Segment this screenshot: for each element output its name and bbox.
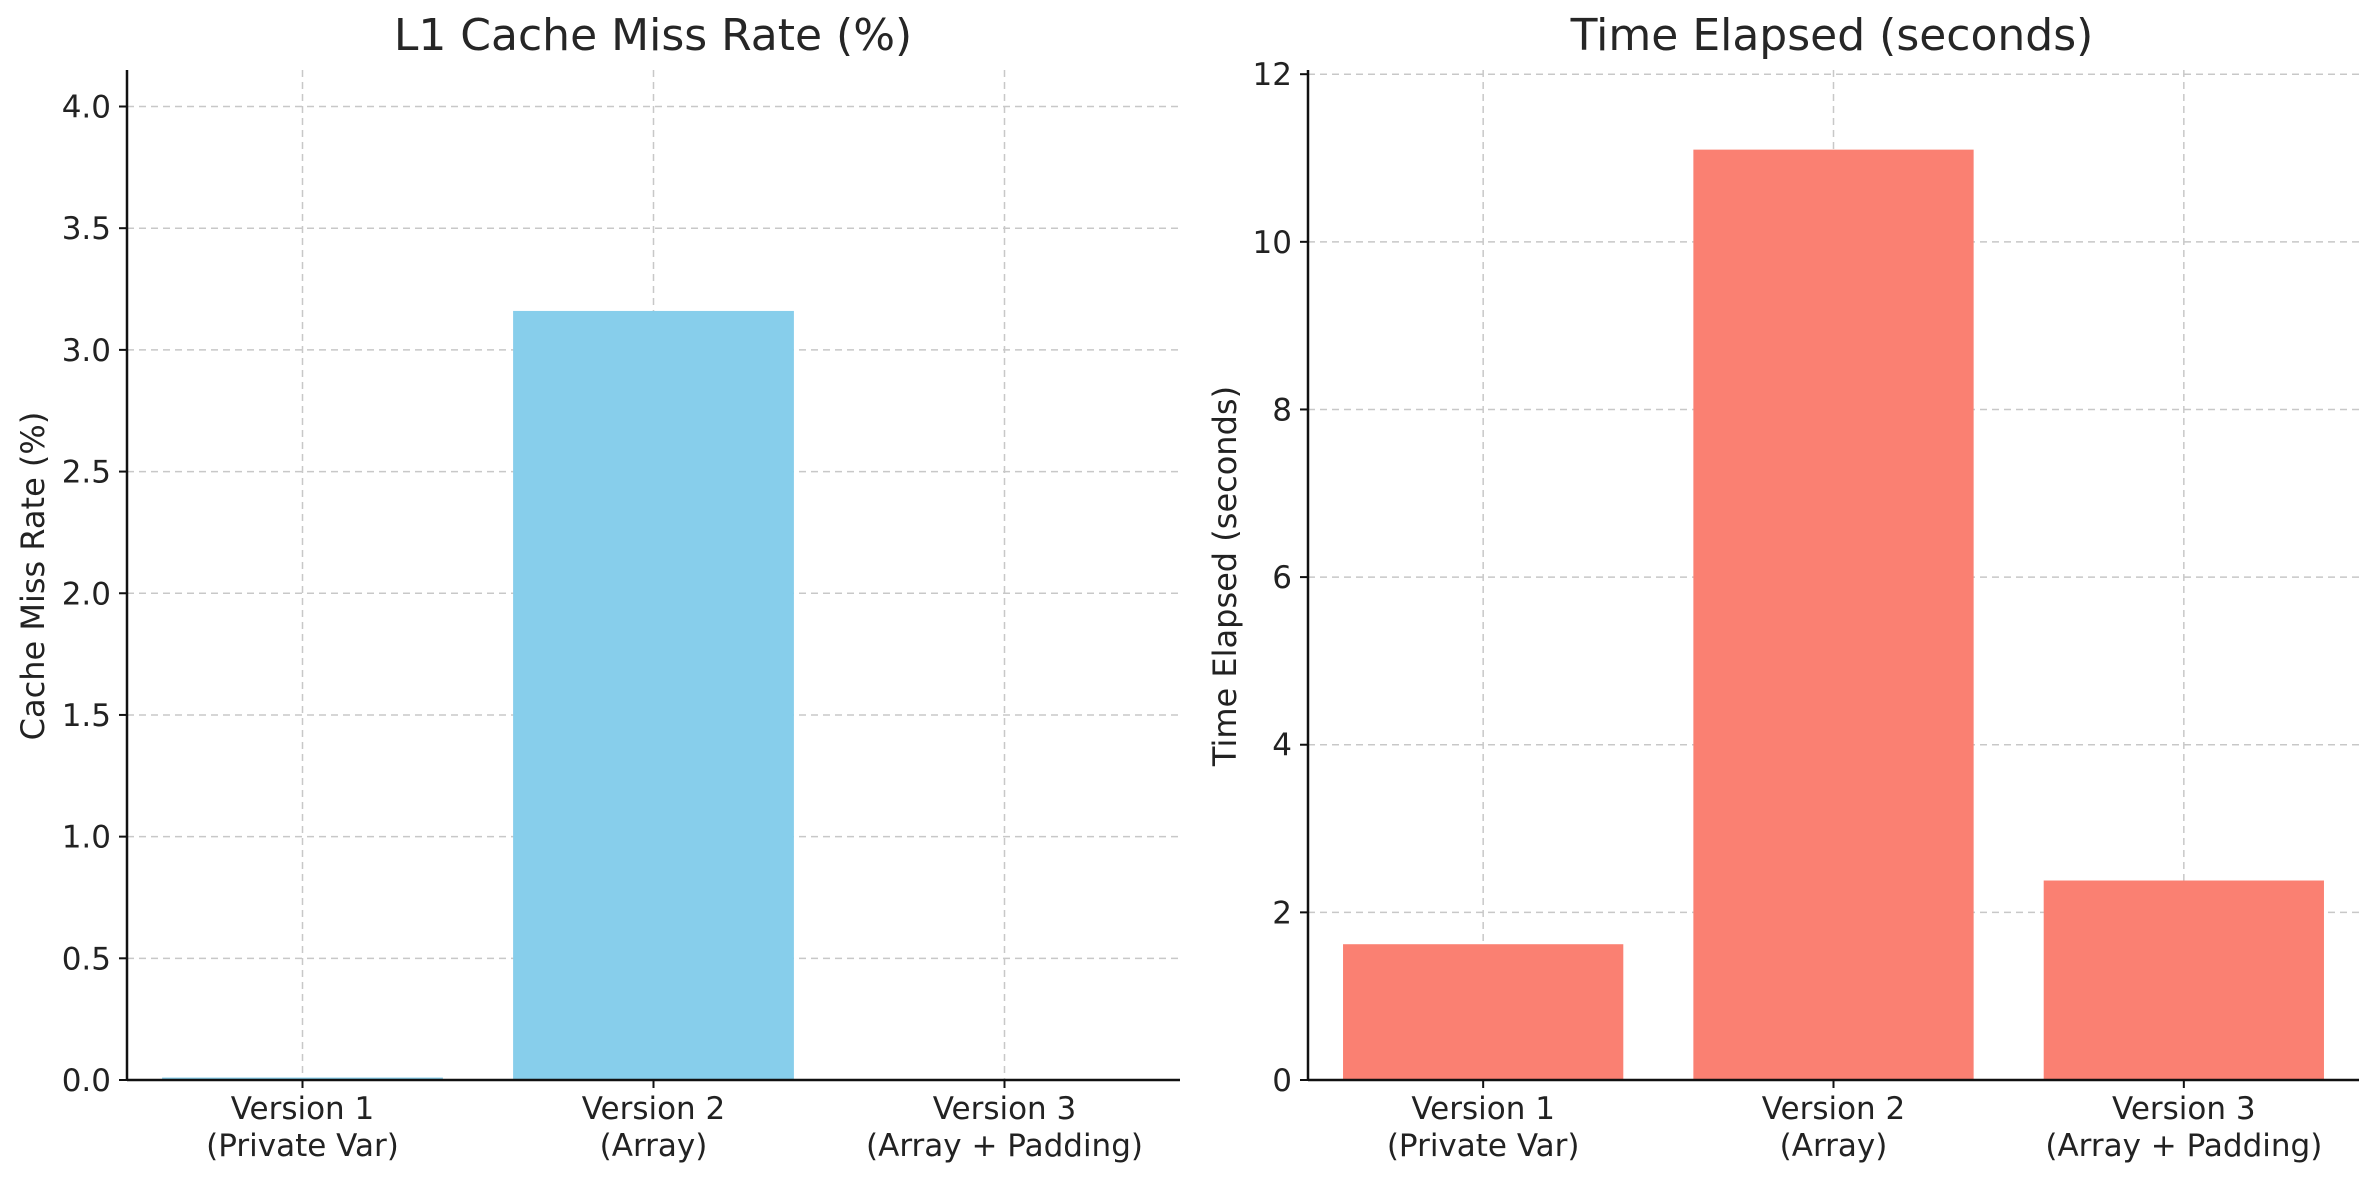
bars: [1343, 149, 2324, 1080]
y-tick-label: 8: [1272, 392, 1292, 428]
y-tick-label: 4: [1272, 728, 1292, 764]
chart-title: Time Elapsed (seconds): [1570, 10, 2094, 61]
y-tick-label: 12: [1253, 57, 1292, 93]
chart-time-elapsed: Time Elapsed (seconds) Time Elapsed (sec…: [1206, 10, 2359, 1164]
y-axis-label: Cache Miss Rate (%): [14, 412, 52, 741]
y-tick-label: 6: [1272, 560, 1292, 596]
y-tick-label: 3.5: [62, 211, 111, 247]
y-tick-label: 10: [1253, 225, 1292, 261]
y-axis-label: Time Elapsed (seconds): [1206, 386, 1244, 767]
x-tick-label: Version 2 (Array): [582, 1091, 726, 1164]
x-tick-label: Version 3 (Array + Padding): [866, 1091, 1143, 1164]
y-tick-label: 2: [1272, 895, 1292, 931]
x-tick-label: Version 3 (Array + Padding): [2045, 1091, 2322, 1164]
y-tick-label: 0.5: [62, 941, 111, 977]
y-tick-label: 1.0: [62, 820, 111, 856]
y-tick-label: 0: [1272, 1063, 1292, 1099]
bar: [513, 310, 794, 1080]
bars: [162, 310, 794, 1080]
axes: 0.0 0.5 1.0 1.5 2.0 2.5 3.0 3.5 4.0 Version 1 (Pri…: [62, 70, 1180, 1164]
y-tick-label: 1.5: [62, 698, 111, 734]
y-tick-label: 4.0: [62, 90, 111, 126]
bar: [1693, 149, 1974, 1080]
y-tick-label: 2.0: [62, 576, 111, 612]
y-tick-label: 3.0: [62, 333, 111, 369]
chart-cache-miss-rate: L1 Cache Miss Rate (%) Cache Miss Rate (…: [14, 10, 1180, 1164]
x-tick-label: Version 1 (Private Var): [206, 1091, 399, 1164]
x-tick-label: Version 2 (Array): [1762, 1091, 1906, 1164]
chart-title: L1 Cache Miss Rate (%): [394, 10, 912, 61]
y-tick-label: 2.5: [62, 455, 111, 491]
y-tick-label: 0.0: [62, 1063, 111, 1099]
bar: [1343, 944, 1624, 1080]
axes: 0 2 4 6 8 10 12 Version 1 (Private Var) Version 2…: [1253, 57, 2359, 1164]
x-tick-label: Version 1 (Private Var): [1387, 1091, 1580, 1164]
bar: [2043, 880, 2324, 1080]
